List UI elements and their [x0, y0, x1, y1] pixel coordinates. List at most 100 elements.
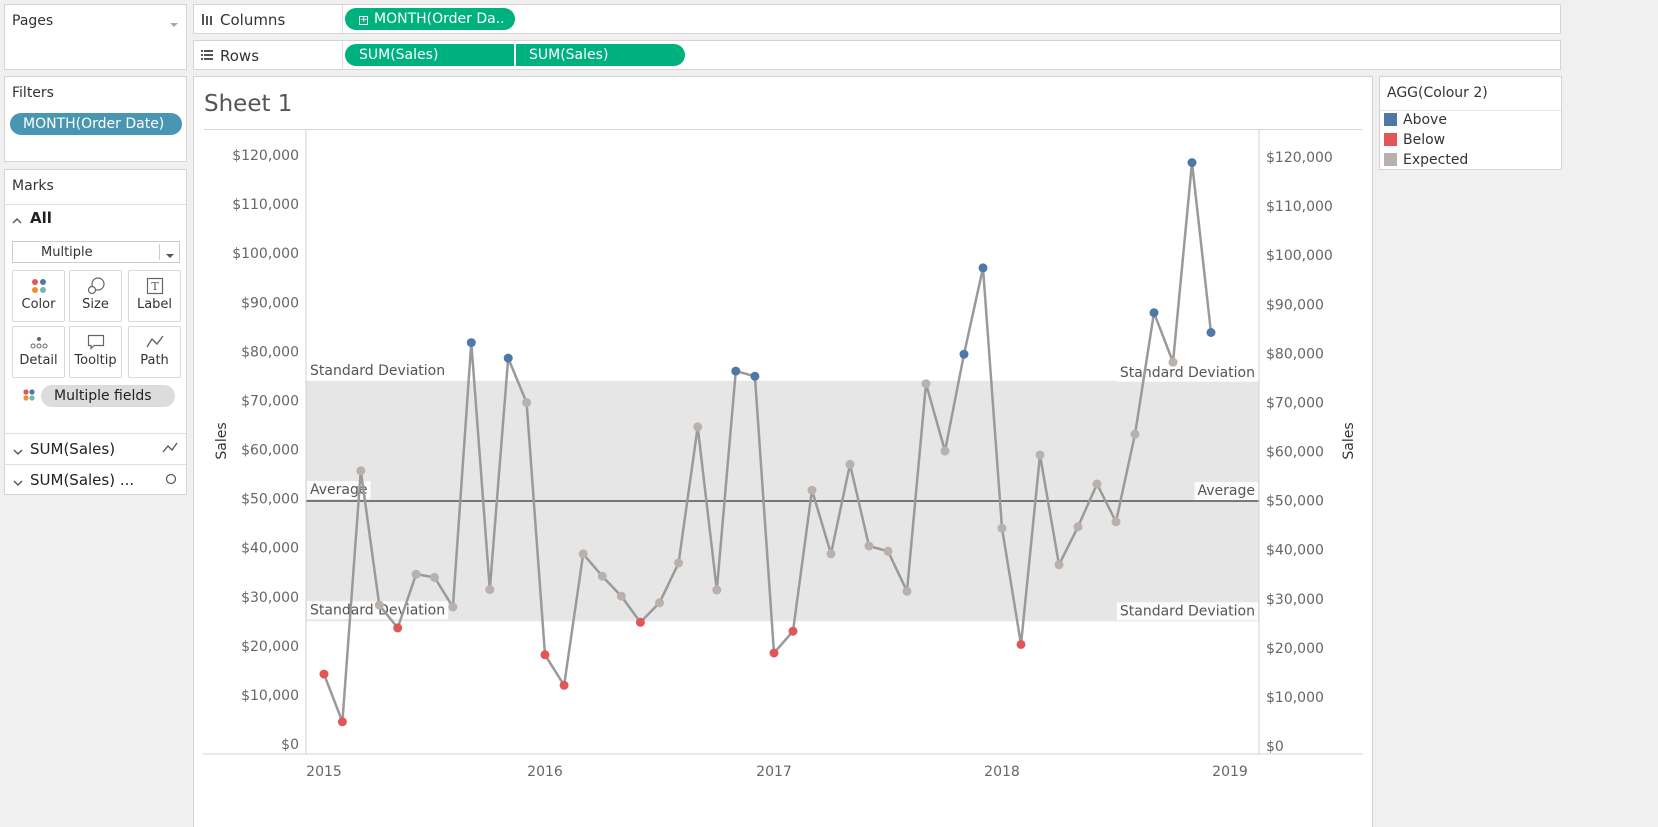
pages-card[interactable]: Pages	[4, 4, 187, 70]
data-point-expected[interactable]	[1035, 450, 1045, 460]
std-dev-lower-label-right: Standard Deviation	[1120, 603, 1255, 619]
data-point-expected[interactable]	[997, 523, 1007, 533]
data-point-below[interactable]	[337, 717, 347, 727]
data-point-expected[interactable]	[448, 602, 458, 612]
marks-card-label-1: SUM(Sales)	[30, 440, 116, 458]
marks-card-label-2: SUM(Sales) ...	[30, 471, 135, 489]
data-point-expected[interactable]	[1168, 357, 1178, 367]
columns-icon	[201, 13, 213, 29]
columns-pill-month-order-date[interactable]: + MONTH(Order Da..	[345, 8, 515, 30]
data-point-expected[interactable]	[826, 549, 836, 559]
data-point-above[interactable]	[503, 353, 513, 363]
data-point-expected[interactable]	[485, 585, 495, 595]
data-point-below[interactable]	[559, 680, 569, 690]
data-point-above[interactable]	[978, 263, 988, 273]
data-point-expected[interactable]	[902, 586, 912, 596]
data-point-expected[interactable]	[430, 572, 439, 582]
rows-pill-sum-sales-2[interactable]: SUM(Sales)	[516, 44, 685, 66]
data-point-expected[interactable]	[522, 398, 532, 408]
data-point-expected[interactable]	[578, 549, 588, 559]
data-point-above[interactable]	[959, 349, 969, 359]
data-point-expected[interactable]	[1054, 560, 1064, 570]
std-dev-label-bg	[1116, 363, 1258, 382]
rows-shelf[interactable]: Rows SUM(Sales) SUM(Sales)	[193, 40, 1561, 70]
y-tick-label-left: $30,000	[241, 590, 299, 606]
multiple-fields-pill[interactable]: Multiple fields	[41, 385, 175, 407]
collapse-all-icon[interactable]	[12, 214, 22, 229]
label-button[interactable]: T Label	[128, 270, 181, 322]
legend-item-below[interactable]: Below	[1384, 131, 1445, 149]
x-tick-label: 2016	[527, 764, 563, 780]
data-point-expected[interactable]	[1092, 479, 1102, 489]
data-point-above[interactable]	[1187, 158, 1197, 168]
y-tick-label-left: $10,000	[241, 688, 299, 704]
marks-title: Marks	[12, 178, 54, 194]
marks-card-sum-sales-circle[interactable]: SUM(Sales) ...	[5, 465, 186, 495]
marks-card-sum-sales-line[interactable]: SUM(Sales)	[5, 434, 186, 464]
sales-points[interactable]	[319, 158, 1216, 727]
data-point-above[interactable]	[750, 371, 760, 381]
data-point-expected[interactable]	[807, 485, 817, 495]
color-button[interactable]: Color	[12, 270, 65, 322]
data-point-expected[interactable]	[674, 558, 684, 568]
data-point-above[interactable]	[731, 366, 741, 376]
line-chart[interactable]: $0 $10,000 $20,000 $30,000 $40,000 $50,000 $60…	[193, 127, 1373, 827]
size-button[interactable]: Size	[69, 270, 122, 322]
average-label-left: Average	[310, 482, 368, 498]
y-tick-label-right: $30,000	[1266, 592, 1324, 608]
data-point-expected[interactable]	[1130, 429, 1140, 439]
filter-pill[interactable]: MONTH(Order Date)	[10, 113, 182, 135]
data-point-expected[interactable]	[921, 379, 931, 389]
legend-swatch-above	[1384, 113, 1397, 126]
data-point-expected[interactable]	[712, 585, 722, 595]
data-point-expected[interactable]	[845, 459, 855, 469]
x-tick-label: 2017	[756, 764, 792, 780]
data-point-below[interactable]	[1016, 639, 1026, 649]
chevron-down-icon	[166, 248, 174, 263]
x-axis: 2015 2016 2017 2018 2019	[306, 764, 1248, 780]
columns-shelf[interactable]: Columns + MONTH(Order Da..	[193, 4, 1561, 34]
data-point-expected[interactable]	[597, 571, 607, 581]
y-tick-label-right: $10,000	[1266, 690, 1324, 706]
shelf-divider	[342, 41, 343, 69]
data-point-expected[interactable]	[883, 546, 893, 556]
rows-pill-sum-sales-1[interactable]: SUM(Sales)	[345, 44, 514, 66]
y-tick-label-right: $50,000	[1266, 494, 1324, 510]
data-point-expected[interactable]	[1073, 522, 1083, 532]
data-point-below[interactable]	[540, 650, 550, 660]
data-point-above[interactable]	[1149, 308, 1159, 318]
tooltip-button[interactable]: Tooltip	[69, 326, 122, 378]
detail-icon	[13, 327, 64, 353]
data-point-below[interactable]	[788, 626, 798, 636]
data-point-below[interactable]	[635, 617, 645, 627]
sales-series-line[interactable]	[322, 161, 1213, 724]
data-point-expected[interactable]	[411, 569, 421, 579]
data-point-expected[interactable]	[655, 598, 664, 608]
legend-item-above[interactable]: Above	[1384, 111, 1447, 129]
data-point-expected[interactable]	[356, 466, 366, 476]
data-point-expected[interactable]	[864, 541, 874, 551]
marks-all-label[interactable]: All	[30, 209, 52, 227]
pages-dropdown-icon[interactable]	[170, 17, 178, 32]
data-point-below[interactable]	[393, 623, 403, 633]
data-point-below[interactable]	[769, 648, 779, 658]
y-tick-label-right: $0	[1266, 739, 1284, 755]
label-label: Label	[136, 297, 173, 312]
data-point-expected[interactable]	[693, 422, 703, 432]
mark-type-select[interactable]: Multiple	[12, 241, 180, 263]
legend-item-expected[interactable]: Expected	[1384, 151, 1468, 169]
color-label: Color	[21, 297, 56, 312]
data-point-above[interactable]	[1206, 328, 1216, 337]
detail-button[interactable]: Detail	[12, 326, 65, 378]
data-point-expected[interactable]	[374, 600, 384, 610]
path-button[interactable]: Path	[128, 326, 181, 378]
data-point-expected[interactable]	[940, 446, 950, 456]
data-point-expected[interactable]	[1111, 517, 1121, 527]
data-point-expected[interactable]	[616, 591, 626, 601]
text-label-icon: T	[129, 271, 180, 297]
data-point-above[interactable]	[466, 338, 476, 348]
path-label: Path	[140, 353, 169, 368]
data-point-below[interactable]	[319, 669, 329, 679]
rows-pill-label-2: SUM(Sales)	[529, 47, 609, 63]
filters-title: Filters	[12, 85, 54, 101]
